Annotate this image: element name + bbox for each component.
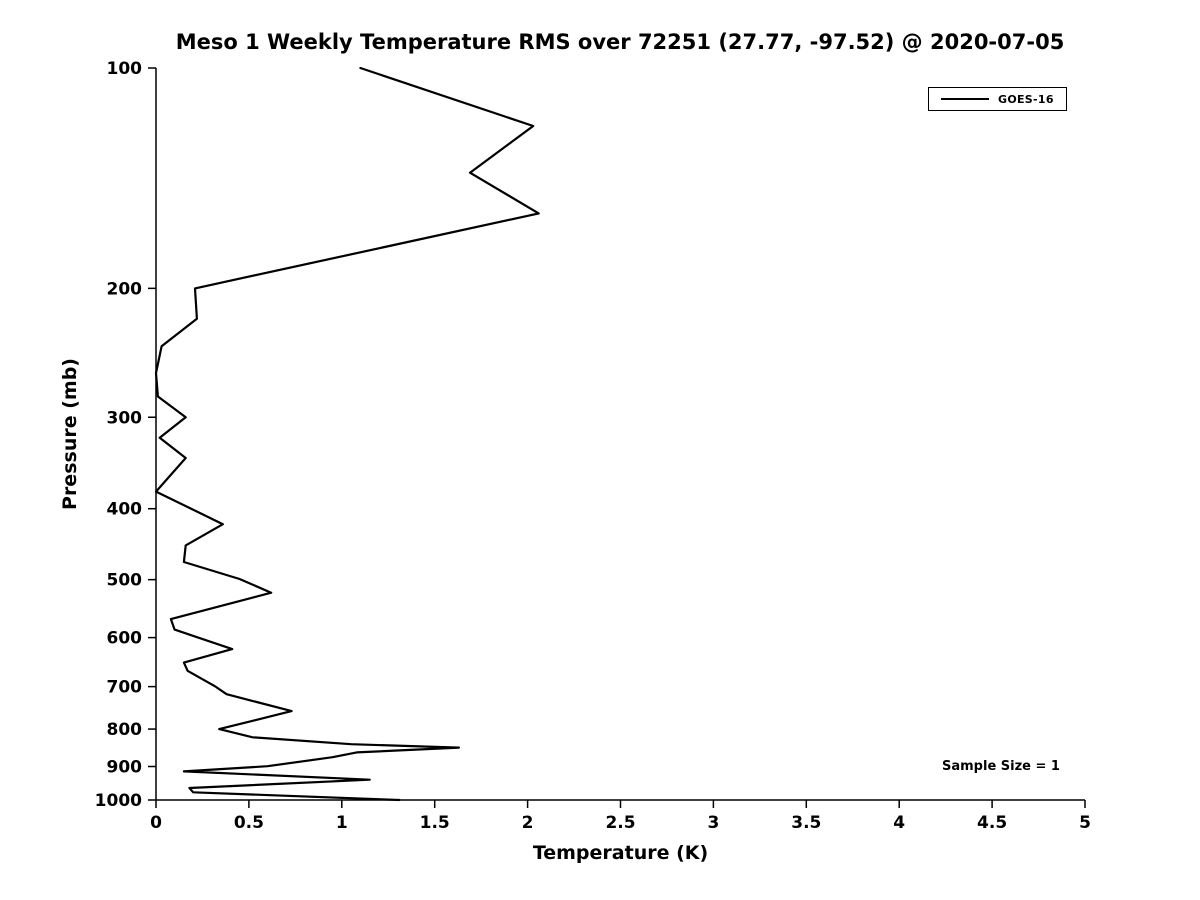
y-tick-label: 400 xyxy=(107,500,143,520)
y-tick-label: 700 xyxy=(107,678,143,698)
x-tick-label: 1.5 xyxy=(420,813,450,833)
y-tick-label: 200 xyxy=(107,279,143,299)
legend-line-sample-icon xyxy=(941,98,989,100)
x-tick-label: 1 xyxy=(336,813,348,833)
chart-title: Meso 1 Weekly Temperature RMS over 72251… xyxy=(175,30,1065,54)
y-tick-label: 1000 xyxy=(95,791,142,811)
x-tick-label: 2.5 xyxy=(605,813,635,833)
x-tick-label: 5 xyxy=(1079,813,1091,833)
x-axis-label: Temperature (K) xyxy=(532,842,709,864)
y-tick-label: 800 xyxy=(107,720,143,740)
y-tick-label: 900 xyxy=(107,758,143,778)
data-line-goes-16 xyxy=(154,66,540,802)
x-tick-label: 4.5 xyxy=(977,813,1007,833)
x-tick-label: 3.5 xyxy=(791,813,821,833)
x-tick-label: 0 xyxy=(150,813,162,833)
x-tick-label: 3 xyxy=(707,813,719,833)
sample-size-annotation: Sample Size = 1 xyxy=(942,759,1060,774)
x-tick-label: 2 xyxy=(522,813,534,833)
y-tick-label: 500 xyxy=(107,571,143,591)
legend-box: GOES-16 xyxy=(928,87,1067,111)
y-tick-label: 300 xyxy=(107,408,143,428)
legend-series-label: GOES-16 xyxy=(998,92,1054,106)
x-tick-label: 0.5 xyxy=(234,813,264,833)
y-tick-label: 600 xyxy=(107,629,143,649)
x-tick-label: 4 xyxy=(893,813,905,833)
y-tick-label: 100 xyxy=(107,59,143,79)
